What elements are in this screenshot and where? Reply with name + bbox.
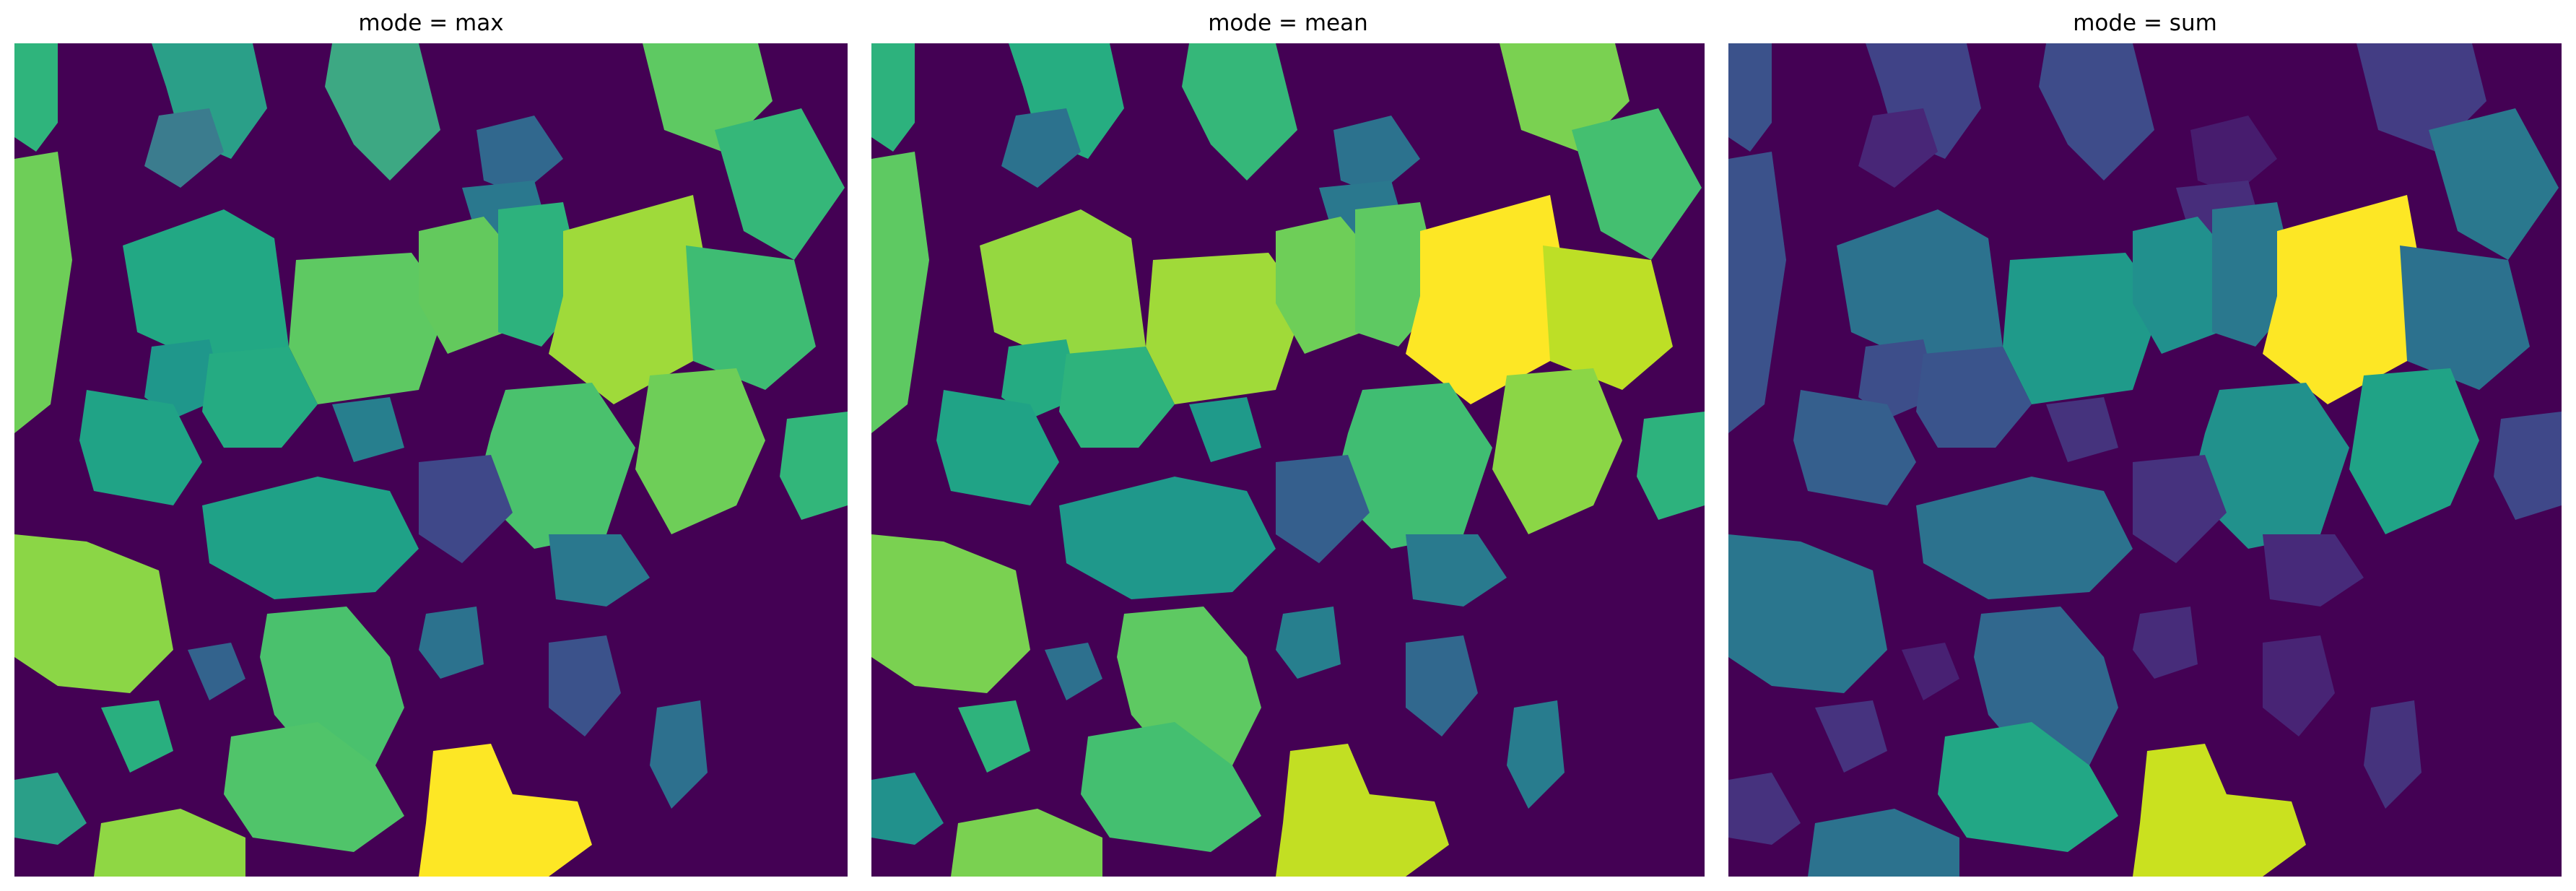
label-image (14, 43, 848, 877)
panel-title: mode = mean (1208, 10, 1368, 36)
panel-mean: mode = mean (871, 0, 1705, 891)
panel-title: mode = max (358, 10, 504, 36)
panel-title: mode = sum (2073, 10, 2217, 36)
panel-sum: mode = sum (1728, 0, 2562, 891)
label-image (1728, 43, 2562, 877)
label-image (871, 43, 1705, 877)
panel-max: mode = max (14, 0, 848, 891)
